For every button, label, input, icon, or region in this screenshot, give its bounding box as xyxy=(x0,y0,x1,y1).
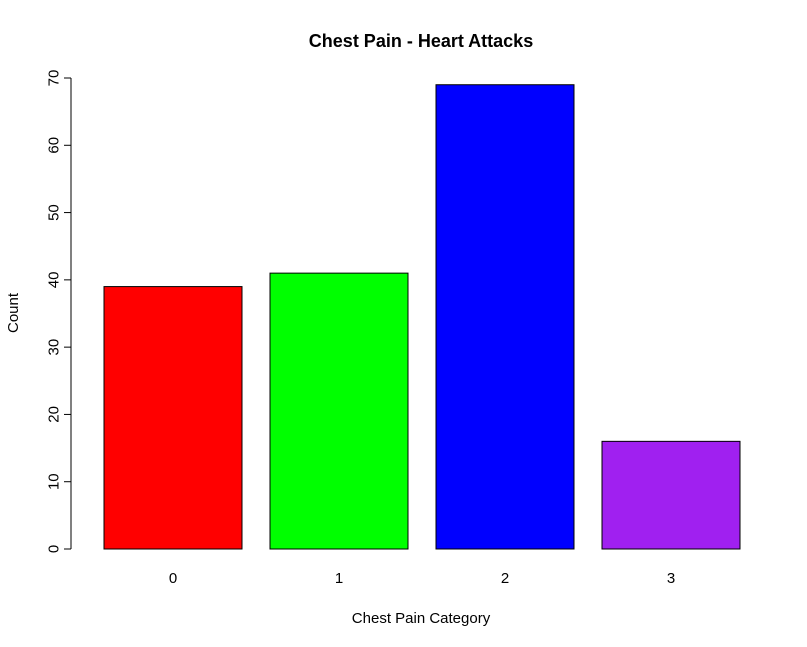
y-axis: 0 10 20 30 40 50 60 70 xyxy=(46,70,72,553)
y-tick-label: 20 xyxy=(46,406,63,423)
x-tick-label: 3 xyxy=(667,570,675,587)
y-tick-label: 60 xyxy=(46,137,63,154)
x-tick-label: 2 xyxy=(501,570,509,587)
bar-2 xyxy=(435,84,575,550)
y-axis-label: Count xyxy=(5,292,22,333)
x-tick-label: 0 xyxy=(169,570,177,587)
y-tick-label: 50 xyxy=(46,204,63,221)
y-tick-label: 70 xyxy=(46,70,63,87)
chart-title: Chest Pain - Heart Attacks xyxy=(309,31,533,51)
x-tick-labels: 0 1 2 3 xyxy=(169,570,675,587)
x-axis-label: Chest Pain Category xyxy=(352,610,491,627)
bars-group xyxy=(103,84,741,550)
bar-0 xyxy=(103,286,243,550)
y-tick-label: 0 xyxy=(46,545,63,553)
y-tick-label: 10 xyxy=(46,473,63,490)
bar-1 xyxy=(269,272,409,550)
x-tick-label: 1 xyxy=(335,570,343,587)
y-tick-label: 40 xyxy=(46,272,63,289)
y-tick-label: 30 xyxy=(46,339,63,356)
bar-3 xyxy=(601,440,741,550)
